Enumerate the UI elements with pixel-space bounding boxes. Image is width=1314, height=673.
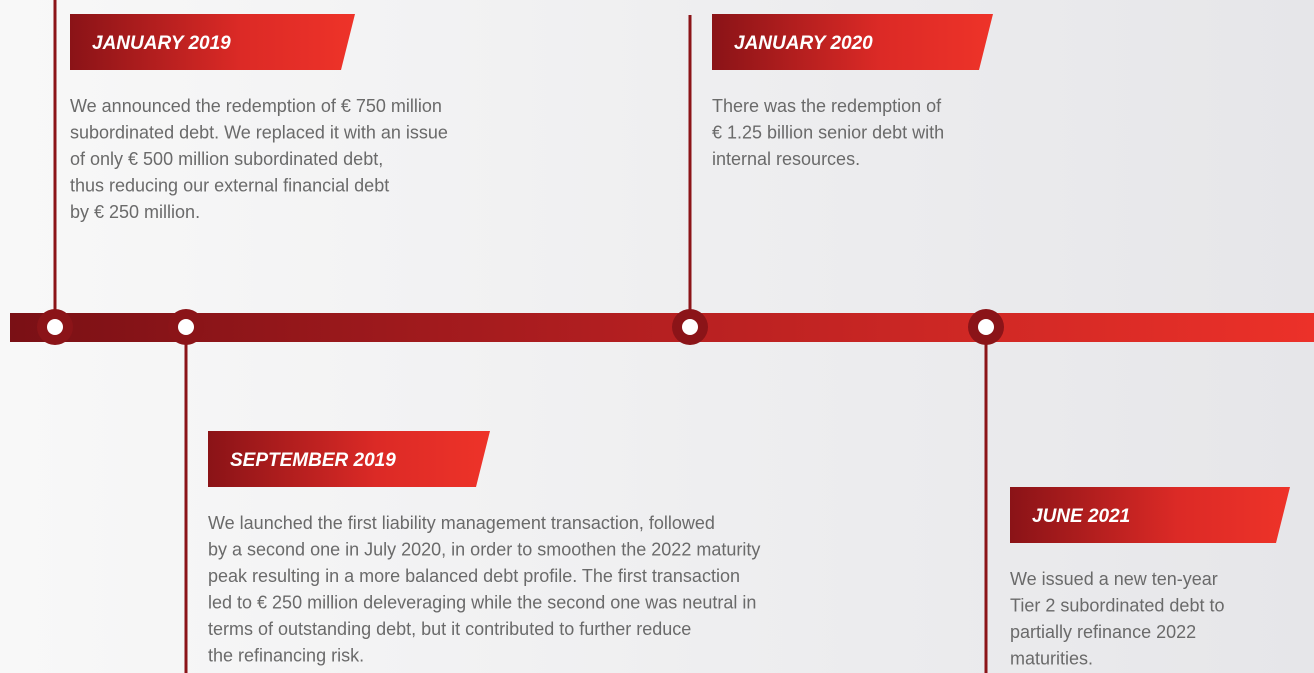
description-line: We announced the redemption of € 750 mil… [70, 96, 442, 116]
date: JUNE 2021 [1032, 506, 1130, 527]
description-line: thus reducing our external financial deb… [70, 176, 389, 196]
date-tag [1010, 487, 1290, 543]
date: SEPTEMBER 2019 [230, 450, 396, 471]
description-line: peak resulting in a more balanced debt p… [208, 566, 740, 586]
date-tag [70, 14, 355, 70]
date-tag [712, 14, 993, 70]
description-line: terms of outstanding debt, but it contri… [208, 619, 691, 639]
node-center [978, 319, 994, 335]
description-line: the refinancing risk. [208, 646, 364, 666]
description-line: partially refinance 2022 [1010, 622, 1196, 642]
description-line: We launched the first liability manageme… [208, 513, 715, 533]
description-line: Tier 2 subordinated debt to [1010, 596, 1224, 616]
node-center [47, 319, 63, 335]
description-line: by a second one in July 2020, in order t… [208, 540, 760, 560]
description-line: maturities. [1010, 649, 1093, 669]
date: JANUARY 2019 [92, 33, 231, 54]
node-center [682, 319, 698, 335]
description-line: subordinated debt. We replaced it with a… [70, 123, 448, 143]
description-line: by € 250 million. [70, 202, 200, 222]
timeline-bar [10, 313, 1314, 342]
description-line: We issued a new ten-year [1010, 569, 1218, 589]
description-line: € 1.25 billion senior debt with [712, 123, 944, 143]
description-line: There was the redemption of [712, 96, 942, 116]
description-line: of only € 500 million subordinated debt, [70, 149, 383, 169]
date-tag [208, 431, 490, 487]
description-line: led to € 250 million deleveraging while … [208, 593, 756, 613]
description-line: internal resources. [712, 149, 860, 169]
events: JANUARY 2019 We announced the redemption … [37, 0, 1290, 673]
date: JANUARY 2020 [734, 33, 873, 54]
node-center [178, 319, 194, 335]
